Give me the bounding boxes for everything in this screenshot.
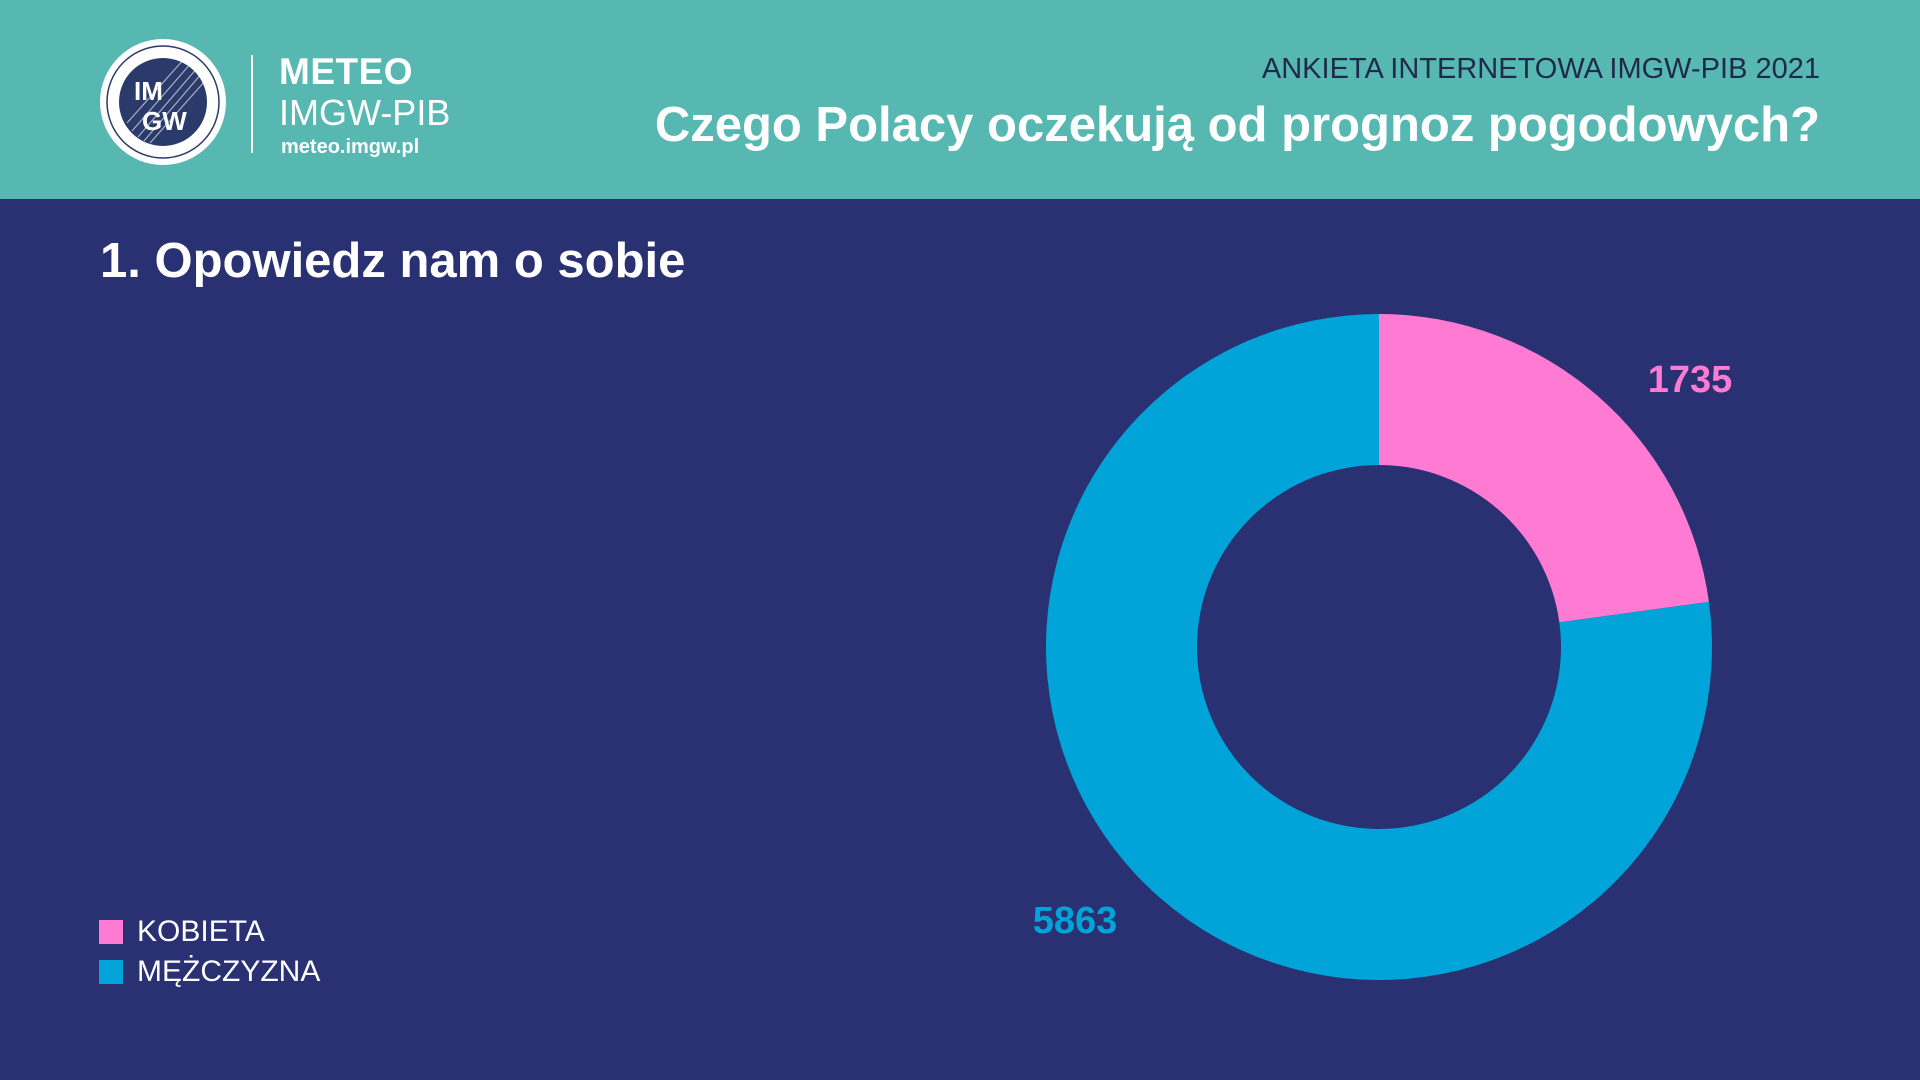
data-label-kobieta: 1735 — [1648, 359, 1733, 401]
logo-divider — [251, 55, 253, 153]
brand-title: METEO — [279, 51, 414, 92]
legend-label-mezczyzna: MĘŻCZYZNA — [137, 955, 321, 988]
survey-title: Czego Polacy oczekują od prognoz pogodow… — [654, 98, 1820, 152]
data-label-mezczyzna: 5863 — [1033, 900, 1118, 942]
svg-text:IM: IM — [134, 76, 163, 106]
legend-swatch-kobieta — [99, 920, 123, 944]
header-banner: IM GW METEO IMGW-PIB meteo.imgw.pl ANKIE… — [0, 0, 1920, 199]
legend-item-mezczyzna: MĘŻCZYZNA — [99, 952, 320, 992]
brand-url: meteo.imgw.pl — [281, 136, 420, 158]
imgw-seal-logo: IM GW — [100, 39, 226, 165]
legend-swatch-mezczyzna — [99, 960, 123, 984]
legend-label-kobieta: KOBIETA — [137, 915, 265, 948]
legend-item-kobieta: KOBIETA — [99, 912, 320, 952]
brand-subtitle: IMGW-PIB — [279, 92, 451, 133]
svg-text:GW: GW — [142, 106, 187, 136]
chart-legend: KOBIETA MĘŻCZYZNA — [99, 912, 320, 992]
question-title: 1. Opowiedz nam o sobie — [100, 234, 686, 288]
donut-slice-kobieta — [1379, 314, 1709, 623]
donut-slice-mezczyzna — [1046, 314, 1712, 980]
survey-label: ANKIETA INTERNETOWA IMGW-PIB 2021 — [1261, 53, 1820, 85]
